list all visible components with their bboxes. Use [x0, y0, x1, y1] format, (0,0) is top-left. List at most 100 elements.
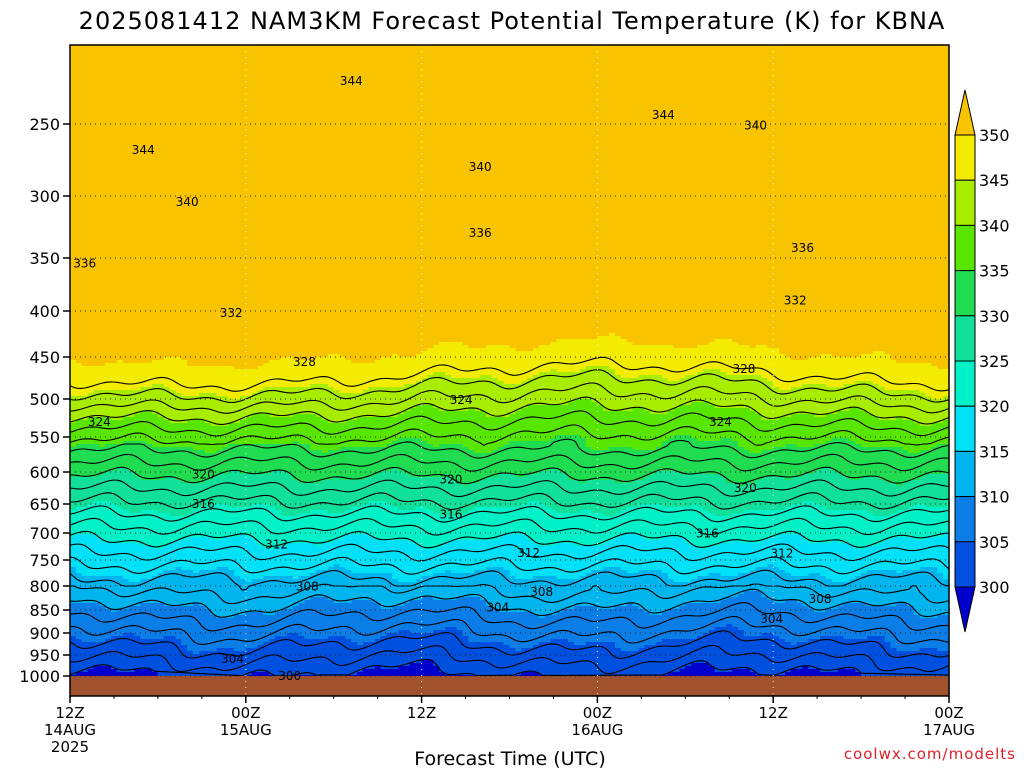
- field-band: [351, 534, 358, 574]
- field-band: [99, 417, 106, 448]
- field-band: [644, 570, 651, 613]
- field-band: [486, 45, 493, 346]
- field-band: [357, 600, 364, 646]
- contour-label: 304: [486, 601, 509, 615]
- colorbar-label: 310: [979, 488, 1010, 507]
- field-band: [462, 573, 470, 598]
- field-band: [773, 477, 780, 511]
- field-band: [585, 399, 593, 448]
- field-band: [427, 45, 434, 349]
- field-band: [937, 45, 944, 370]
- field-band: [409, 600, 417, 634]
- field-band: [140, 441, 147, 481]
- field-band: [409, 408, 417, 439]
- field-band: [573, 579, 581, 607]
- field-band: [374, 540, 382, 574]
- field-band: [445, 342, 452, 376]
- field-band: [632, 345, 640, 379]
- field-band: [755, 480, 763, 511]
- field-band: [87, 603, 95, 643]
- contour-346: [69, 356, 950, 392]
- field-band: [257, 612, 264, 646]
- field-band: [532, 348, 540, 376]
- field-band: [491, 45, 499, 346]
- field-band: [720, 627, 727, 673]
- field-band: [913, 423, 921, 454]
- field-band: [697, 636, 704, 664]
- x-tick-label: 00Z: [934, 704, 963, 722]
- field-band: [919, 393, 927, 427]
- field-band: [374, 474, 382, 502]
- field-band: [896, 390, 903, 418]
- field-band: [280, 516, 288, 547]
- field-band: [93, 537, 100, 577]
- field-band: [749, 411, 757, 454]
- field-band: [579, 606, 587, 646]
- field-band: [263, 45, 270, 364]
- field-band: [691, 474, 698, 505]
- field-band: [931, 474, 938, 508]
- field-band: [269, 360, 276, 388]
- field-band: [527, 579, 534, 613]
- field-band: [708, 342, 716, 370]
- field-band: [784, 417, 792, 445]
- field-band: [404, 45, 411, 358]
- field-band: [193, 483, 200, 511]
- field-band: [275, 636, 282, 679]
- field-band: [187, 447, 194, 484]
- field-band: [333, 477, 341, 514]
- field-band: [702, 441, 710, 475]
- field-band: [532, 474, 540, 502]
- field-band: [181, 606, 188, 646]
- x-tick-label: 16AUG: [571, 721, 623, 739]
- field-band: [181, 423, 188, 448]
- field-band: [820, 507, 827, 544]
- field-band: [474, 570, 481, 598]
- field-band: [105, 609, 112, 640]
- field-band: [99, 390, 106, 418]
- field-band: [738, 630, 745, 670]
- field-band: [409, 510, 417, 544]
- field-band: [515, 579, 522, 613]
- field-band: [146, 387, 153, 412]
- field-band: [169, 390, 177, 424]
- field-band: [409, 438, 417, 478]
- field-band: [825, 543, 833, 580]
- field-band: [896, 45, 903, 364]
- field-band: [198, 483, 206, 508]
- field-band: [544, 507, 552, 547]
- field-band: [380, 417, 388, 448]
- field-band: [667, 537, 675, 580]
- field-band: [562, 513, 569, 544]
- field-band: [462, 45, 470, 346]
- field-band: [831, 471, 839, 511]
- field-band: [544, 345, 552, 373]
- field-band: [720, 543, 727, 577]
- field-band: [327, 636, 335, 691]
- field-band: [93, 366, 100, 391]
- field-band: [427, 576, 434, 598]
- field-band: [591, 513, 598, 547]
- field-band: [767, 348, 774, 382]
- field-band: [802, 474, 809, 502]
- field-band: [386, 471, 393, 505]
- field-band: [363, 447, 370, 478]
- field-band: [849, 357, 856, 385]
- field-band: [726, 483, 733, 517]
- field-band: [187, 651, 194, 691]
- field-band: [251, 540, 259, 580]
- field-band: [603, 567, 610, 610]
- field-band: [708, 603, 716, 631]
- field-band: [714, 339, 722, 370]
- field-band: [644, 540, 651, 571]
- field-band: [890, 390, 897, 421]
- contour-label: 340: [176, 195, 199, 209]
- field-band: [931, 399, 938, 424]
- field-band: [919, 618, 927, 649]
- field-band: [339, 567, 347, 604]
- field-band: [187, 420, 194, 448]
- field-band: [157, 603, 165, 640]
- field-band: [146, 639, 153, 670]
- field-band: [896, 651, 903, 691]
- field-band: [702, 369, 710, 403]
